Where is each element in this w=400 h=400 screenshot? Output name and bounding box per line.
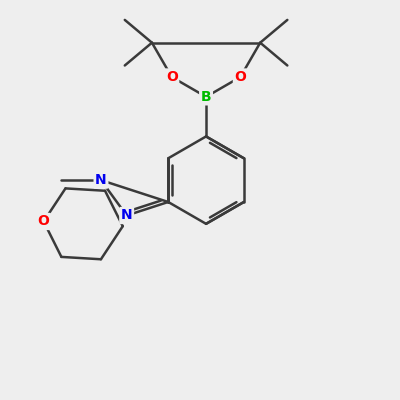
Text: N: N	[121, 208, 132, 222]
Text: B: B	[201, 90, 211, 104]
Text: N: N	[95, 173, 107, 187]
Text: O: O	[234, 70, 246, 84]
Text: O: O	[38, 214, 50, 228]
Text: O: O	[166, 70, 178, 84]
